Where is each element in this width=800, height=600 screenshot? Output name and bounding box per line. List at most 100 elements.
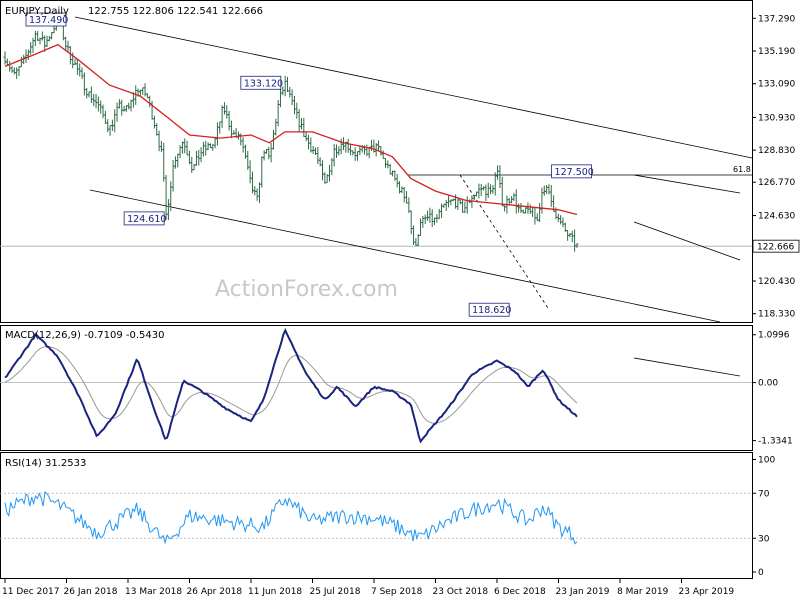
price-bar: [421, 215, 425, 228]
svg-text:133.120: 133.120: [244, 78, 283, 89]
price-bar: [152, 115, 156, 129]
price-bar: [64, 36, 68, 51]
price-bar: [337, 146, 341, 156]
price-y-tick-label: 135.190: [758, 47, 795, 57]
svg-text:127.500: 127.500: [555, 167, 594, 178]
price-bar: [10, 65, 14, 73]
price-bar: [514, 189, 518, 214]
rsi-title: RSI(14) 31.2533: [5, 458, 86, 469]
price-bar: [89, 86, 93, 104]
trend-line: [459, 174, 549, 309]
price-bar: [426, 210, 430, 221]
price-bar: [440, 203, 444, 219]
price-bar: [463, 201, 467, 213]
price-bar: [353, 147, 357, 161]
price-y-tick-label: 133.090: [758, 80, 795, 90]
price-bar: [40, 31, 44, 41]
price-bar: [496, 165, 500, 180]
price-bar: [491, 185, 495, 194]
watermark: ActionForex.com: [215, 277, 398, 302]
price-bar: [199, 147, 203, 163]
price-bar: [241, 137, 245, 153]
price-bar: [36, 30, 40, 41]
price-bar: [545, 185, 549, 194]
price-bar: [218, 121, 222, 134]
price-bar: [166, 199, 170, 221]
price-bar: [575, 243, 579, 248]
x-axis-tick-label: 26 Apr 2018: [187, 587, 243, 597]
x-axis-tick-label: 8 Mar 2019: [617, 587, 669, 597]
price-bar: [377, 140, 381, 151]
macd-y-tick-label: 1.0996: [758, 331, 790, 341]
price-bar: [127, 102, 131, 110]
price-bar: [176, 153, 180, 168]
price-bar: [257, 182, 261, 204]
price-bar: [332, 143, 336, 167]
macd-title: MACD(12,26,9) -0.7109 -0.5430: [5, 330, 165, 341]
price-bar: [115, 102, 119, 122]
price-bar: [288, 86, 292, 98]
price-bar: [561, 217, 565, 228]
price-bar: [428, 207, 432, 223]
price-bar: [190, 156, 194, 173]
price-layer: 61.8 137.490 133.120 124.610 118.620 127.500: [0, 12, 753, 323]
price-y-tick-label: 120.430: [758, 277, 795, 287]
price-bar: [489, 184, 493, 195]
x-axis-tick-label: 11 Jun 2018: [248, 587, 302, 597]
price-bar: [33, 30, 37, 46]
price-bar: [274, 118, 278, 136]
price-bar: [239, 133, 243, 146]
price-bar: [162, 142, 166, 182]
price-bar: [225, 105, 229, 119]
price-bar: [5, 58, 9, 66]
price-bar: [316, 146, 320, 165]
x-axis-tick-label: 26 Jan 2018: [64, 587, 118, 597]
price-bar: [549, 184, 553, 207]
price-bar: [295, 102, 299, 119]
price-panel: [0, 0, 753, 323]
chart-header-ohlc: 122.755 122.806 122.541 122.666: [88, 6, 263, 17]
price-y-tick-label: 118.330: [758, 310, 795, 320]
price-bar: [96, 96, 100, 112]
price-bar: [437, 208, 441, 220]
price-bar: [206, 142, 210, 151]
price-bar: [141, 87, 145, 95]
price-annotation: 118.620: [468, 302, 511, 317]
rsi-y-tick-label: 0: [758, 568, 764, 578]
x-axis-tick-label: 6 Dec 2018: [494, 587, 546, 597]
price-bar: [339, 138, 343, 155]
price-bar: [255, 188, 259, 201]
price-bar: [395, 174, 399, 188]
rsi-y-tick-label: 70: [758, 489, 770, 499]
price-bar: [556, 213, 560, 223]
price-bar: [232, 130, 236, 135]
price-bar: [159, 140, 163, 153]
price-bar: [510, 196, 514, 204]
price-bar: [461, 199, 465, 213]
price-bar: [290, 89, 294, 106]
price-bar: [533, 207, 537, 225]
price-bar: [222, 102, 226, 115]
price-bar: [423, 214, 427, 224]
price-bar: [187, 150, 191, 165]
price-bar: [3, 51, 7, 65]
macd-line: [4, 328, 578, 444]
price-bar: [15, 67, 19, 79]
price-bar: [405, 191, 409, 204]
price-bar: [157, 130, 161, 152]
rsi-line: [4, 490, 578, 545]
price-bar: [250, 171, 254, 194]
axis-layer: 137.290 135.190 133.090 130.930 128.830 126.7…: [2, 14, 800, 597]
x-axis-tick-label: 13 Mar 2018: [125, 587, 182, 597]
price-bar: [215, 122, 219, 146]
price-bar: [117, 99, 121, 109]
price-bar: [297, 109, 301, 133]
price-bar: [267, 146, 271, 160]
price-bar: [248, 160, 252, 184]
price-bar: [94, 93, 98, 109]
price-annotation: 137.490: [25, 12, 68, 27]
macd-trend-line: [633, 357, 741, 377]
trend-line: [89, 189, 721, 323]
rsi-y-tick-label: 30: [758, 534, 770, 544]
